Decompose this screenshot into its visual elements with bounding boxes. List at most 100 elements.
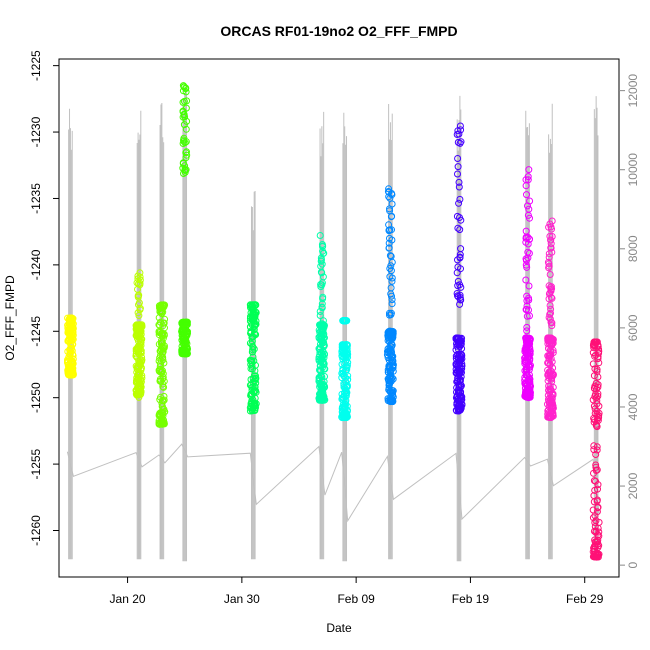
o2-point — [341, 404, 349, 412]
o2-point — [181, 340, 189, 347]
o2-point — [135, 291, 143, 299]
o2-point — [343, 341, 351, 349]
o2-point — [133, 365, 141, 373]
o2-series-RF08 — [383, 185, 397, 406]
o2-point — [453, 388, 460, 396]
o2-point — [157, 357, 165, 365]
o2-point — [315, 357, 323, 365]
o2-point — [158, 350, 166, 358]
o2-point — [338, 413, 346, 421]
o2-point — [385, 384, 393, 392]
y-tick-label: -1250 — [29, 382, 43, 413]
o2-point — [525, 166, 533, 174]
o2-point — [590, 477, 598, 485]
o2-point — [454, 127, 462, 135]
o2-point — [319, 243, 326, 251]
o2-point — [454, 374, 462, 382]
y-tick-label: -1225 — [29, 50, 43, 81]
o2-point — [340, 383, 348, 391]
o2-point — [522, 176, 530, 184]
o2-point — [316, 381, 324, 389]
o2-point — [179, 328, 187, 335]
o2-point — [526, 335, 534, 343]
o2-point — [549, 346, 557, 354]
o2-point — [590, 527, 598, 535]
o2-point — [547, 236, 555, 244]
o2-point — [592, 451, 600, 458]
o2-point — [157, 302, 165, 310]
o2-point — [545, 295, 553, 303]
o2-point — [340, 409, 348, 417]
o2-series-RF12 — [589, 338, 603, 561]
o2-point — [316, 232, 324, 239]
o2-point — [317, 358, 325, 366]
altitude-transit-line — [66, 443, 600, 523]
o2-point — [593, 338, 600, 346]
o2-point — [389, 352, 397, 360]
o2-point — [342, 317, 350, 325]
o2-point — [343, 409, 350, 417]
o2-point — [595, 528, 603, 536]
o2-point — [338, 395, 346, 403]
o2-point — [589, 360, 597, 368]
o2-point — [158, 310, 166, 318]
altitude-trace-RF07 — [342, 112, 348, 562]
o2-point — [454, 263, 462, 271]
x-tick-label: Feb 09 — [337, 592, 375, 606]
o2-point — [548, 322, 556, 330]
altitude-trace-RF11 — [548, 103, 553, 560]
o2-point — [458, 360, 466, 368]
o2-point — [248, 348, 256, 356]
o2-point — [545, 260, 553, 268]
o2-point — [135, 380, 143, 387]
o2-point — [318, 377, 326, 385]
o2-point — [546, 382, 554, 390]
o2-point — [590, 492, 598, 500]
o2-point — [456, 300, 464, 308]
o2-point — [526, 378, 534, 386]
o2-point — [246, 339, 254, 347]
o2-point — [594, 390, 602, 398]
o2-point — [454, 341, 462, 349]
o2-point — [456, 254, 464, 262]
o2-point — [246, 407, 254, 415]
o2-point — [525, 249, 533, 257]
o2-point — [159, 322, 167, 330]
o2-point — [388, 343, 395, 351]
o2-point — [155, 367, 163, 375]
o2-point — [161, 324, 168, 332]
o2-point — [386, 252, 394, 260]
o2-point — [180, 136, 187, 144]
o2-point — [317, 283, 325, 291]
o2-point — [179, 107, 187, 115]
o2-point — [317, 257, 325, 265]
o2-point — [386, 368, 394, 376]
o2-series-RF04 — [178, 82, 191, 358]
o2-point — [590, 553, 598, 561]
o2-data-layer — [64, 82, 603, 561]
o2-point — [546, 232, 554, 240]
o2-point — [454, 170, 461, 178]
o2-point — [592, 517, 600, 525]
o2-point — [252, 320, 260, 328]
o2-point — [338, 390, 346, 398]
o2-point — [317, 388, 325, 396]
o2-point — [64, 368, 72, 376]
o2-point — [454, 345, 462, 353]
o2-point — [321, 365, 329, 373]
o2-point — [338, 405, 346, 413]
o2-point — [179, 98, 187, 106]
o2-point — [340, 372, 348, 380]
o2-point — [547, 244, 555, 252]
o2-point — [389, 391, 396, 399]
o2-point — [155, 331, 163, 339]
o2-point — [456, 392, 464, 400]
y-tick-label: -1235 — [29, 183, 43, 214]
o2-point — [592, 463, 600, 471]
o2-point — [525, 352, 533, 360]
o2-point — [157, 318, 164, 326]
o2-point — [389, 388, 397, 396]
o2-point — [157, 408, 165, 416]
o2-point — [158, 399, 166, 407]
o2-point — [134, 390, 142, 398]
